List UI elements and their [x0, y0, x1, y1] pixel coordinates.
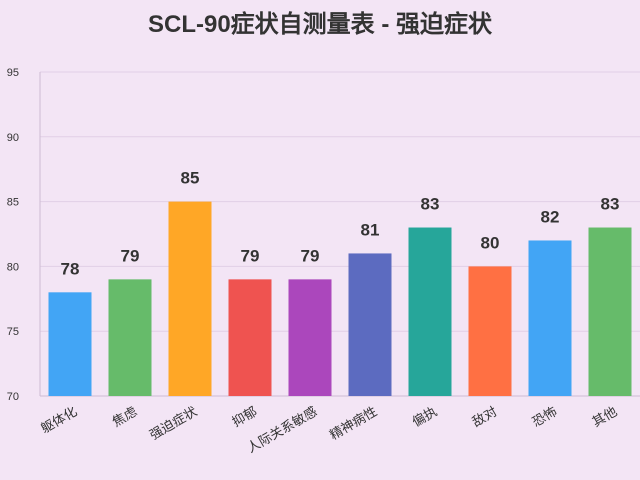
data-label: 79 — [301, 246, 320, 265]
bars — [48, 201, 632, 396]
bar — [588, 227, 632, 396]
y-tick-label: 80 — [7, 261, 19, 273]
y-tick-label: 95 — [7, 67, 19, 79]
data-labels: 78 79 85 79 79 81 83 80 82 83 — [61, 169, 620, 279]
x-tick-label: 抑郁 — [229, 404, 259, 430]
y-tick-label: 70 — [7, 391, 19, 403]
data-label: 81 — [361, 220, 380, 239]
bar — [228, 279, 272, 396]
bar — [408, 227, 452, 396]
y-tick-label: 90 — [7, 132, 19, 144]
bar — [108, 279, 152, 396]
bar — [528, 240, 572, 396]
y-tick-label: 75 — [7, 326, 19, 338]
x-tick-label: 敌对 — [469, 404, 499, 430]
x-tick-label: 焦虑 — [109, 404, 139, 430]
bar — [288, 279, 332, 396]
y-axis: 70 75 80 85 90 95 — [7, 67, 640, 403]
data-label: 79 — [121, 246, 140, 265]
data-label: 83 — [421, 195, 440, 214]
y-tick-label: 85 — [7, 197, 19, 209]
chart-title: SCL-90症状自测量表 - 强迫症状 — [148, 10, 493, 38]
data-label: 82 — [541, 207, 560, 226]
x-tick-label: 偏执 — [409, 404, 439, 430]
x-tick-label: 其他 — [589, 404, 619, 430]
x-tick-label: 强迫症状 — [147, 404, 200, 443]
bar — [48, 292, 92, 396]
x-tick-label: 恐怖 — [529, 404, 559, 430]
data-label: 83 — [601, 195, 620, 214]
data-label: 80 — [481, 233, 500, 252]
bar — [468, 266, 512, 396]
bar — [168, 201, 212, 396]
x-tick-label: 躯体化 — [38, 404, 79, 436]
data-label: 79 — [241, 246, 260, 265]
x-tick-label: 精神病性 — [327, 404, 380, 443]
data-label: 85 — [181, 169, 200, 188]
data-label: 78 — [61, 259, 80, 278]
bar — [348, 253, 392, 396]
